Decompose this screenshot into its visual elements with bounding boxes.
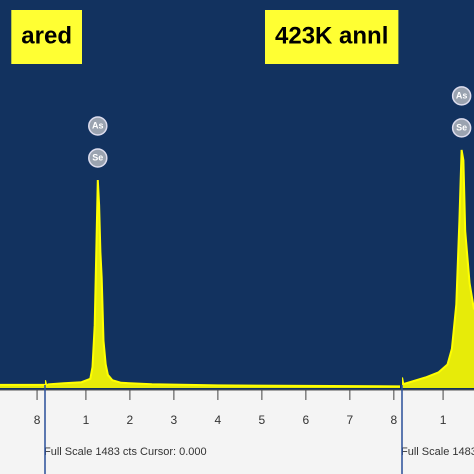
pane: 1 keV Full Scale 1483 cts Cursor: 0.000 — [379, 149, 474, 458]
plot-background — [0, 0, 474, 390]
x-tick-label: 6 — [303, 413, 310, 427]
pane: 1 2 3 4 5 6 7 8 keV Full Scale 1483 cts Cursor: … — [22, 179, 400, 458]
pane: 8 — [0, 383, 45, 427]
spectrum-area — [402, 149, 474, 388]
footer: keV Full Scale 1483 cts Cursor: 0.000 — [379, 446, 474, 458]
x-tick-label: 1 — [83, 413, 90, 427]
x-tick-label: 8 — [390, 413, 397, 427]
peak-marker — [451, 118, 472, 138]
x-tick-label: 1 — [440, 413, 447, 427]
annotation: 423K annl — [275, 22, 388, 49]
peak-label: As — [456, 90, 468, 100]
peak-marker — [451, 86, 472, 106]
x-tick-label: 5 — [259, 413, 266, 427]
peak-marker — [88, 148, 108, 168]
spectrum-area — [0, 384, 45, 388]
x-tick-label: 4 — [215, 413, 222, 427]
footer: keV Full Scale 1483 cts Cursor: 0.000 — [22, 446, 207, 458]
peak-marker — [88, 116, 108, 136]
x-tick-label: 7 — [347, 413, 354, 427]
x-tick-label: 3 — [171, 413, 178, 427]
annotation: ared — [21, 22, 72, 49]
x-tick-label: 8 — [34, 413, 41, 427]
x-tick-label: 2 — [127, 413, 134, 427]
annotation-box — [11, 10, 82, 64]
peak-label: Se — [456, 122, 467, 132]
annotation-box — [265, 10, 399, 64]
peak-label: As — [92, 120, 104, 130]
peak-label: Se — [92, 152, 103, 162]
axis-background — [0, 390, 474, 474]
